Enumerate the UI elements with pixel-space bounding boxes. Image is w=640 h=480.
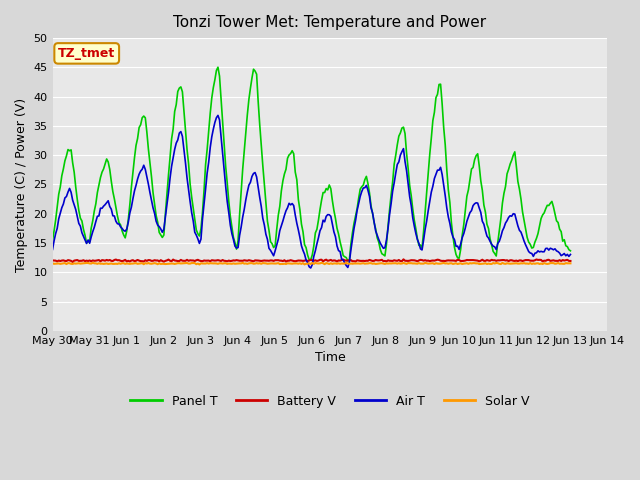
- Air T: [342, 263, 350, 268]
- Solar V: [55, 261, 63, 266]
- Line: Solar V: Solar V: [52, 263, 570, 264]
- Panel T: [344, 258, 351, 264]
- Line: Air T: Air T: [52, 115, 570, 268]
- Panel T: [481, 209, 489, 215]
- Solar V: [342, 260, 350, 266]
- Air T: [163, 202, 171, 207]
- Air T: [204, 170, 211, 176]
- Title: Tonzi Tower Met: Temperature and Power: Tonzi Tower Met: Temperature and Power: [173, 15, 486, 30]
- Solar V: [164, 261, 172, 267]
- Battery V: [399, 256, 407, 262]
- Battery V: [164, 257, 172, 263]
- Panel T: [204, 147, 211, 153]
- Battery V: [205, 258, 212, 264]
- Panel T: [214, 64, 222, 70]
- Solar V: [481, 260, 489, 266]
- Panel T: [55, 192, 63, 197]
- Battery V: [476, 259, 483, 264]
- Solar V: [196, 262, 204, 267]
- Panel T: [566, 248, 574, 253]
- Solar V: [566, 261, 574, 266]
- Solar V: [476, 261, 483, 267]
- Air T: [481, 228, 489, 233]
- X-axis label: Time: Time: [315, 351, 346, 364]
- Battery V: [55, 258, 63, 264]
- Panel T: [341, 254, 349, 260]
- Air T: [476, 205, 483, 211]
- Line: Battery V: Battery V: [52, 259, 570, 262]
- Y-axis label: Temperature (C) / Power (V): Temperature (C) / Power (V): [15, 97, 28, 272]
- Solar V: [206, 260, 214, 266]
- Air T: [214, 112, 222, 118]
- Battery V: [481, 258, 489, 264]
- Air T: [49, 247, 56, 252]
- Battery V: [341, 257, 349, 263]
- Line: Panel T: Panel T: [52, 67, 570, 261]
- Solar V: [49, 261, 56, 266]
- Battery V: [49, 258, 56, 264]
- Battery V: [566, 258, 574, 264]
- Panel T: [163, 191, 171, 197]
- Solar V: [89, 260, 97, 266]
- Panel T: [476, 163, 483, 168]
- Air T: [307, 265, 315, 271]
- Air T: [566, 252, 574, 257]
- Battery V: [68, 259, 76, 265]
- Legend: Panel T, Battery V, Air T, Solar V: Panel T, Battery V, Air T, Solar V: [125, 390, 534, 413]
- Air T: [55, 216, 63, 222]
- Panel T: [49, 237, 56, 243]
- Text: TZ_tmet: TZ_tmet: [58, 47, 115, 60]
